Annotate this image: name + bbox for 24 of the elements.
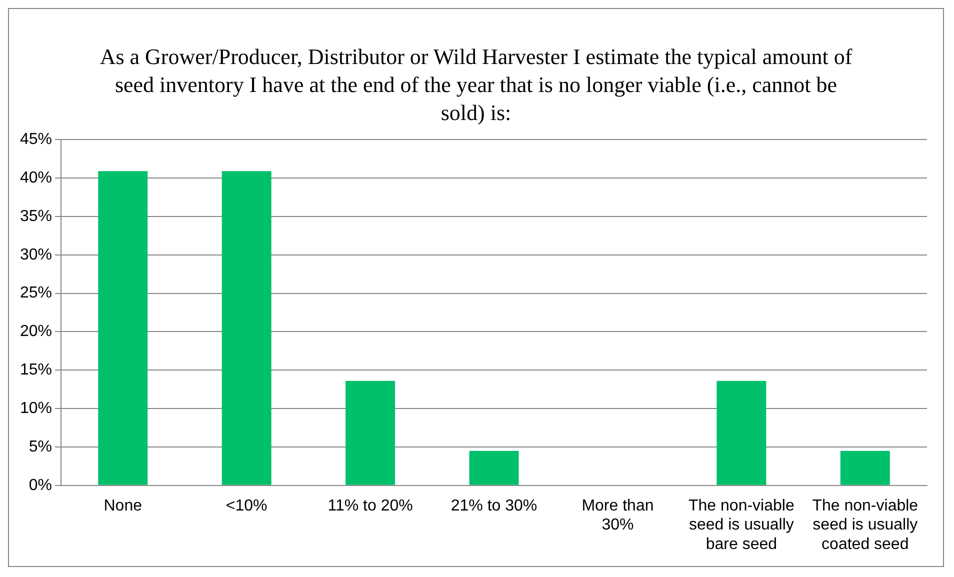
x-tick-label: 21% to 30% [450,497,538,514]
bar [840,450,890,485]
y-tick-label: 30% [20,246,52,264]
bar [469,450,519,485]
bar [716,380,766,485]
y-tick-label: 20% [20,323,52,340]
y-tick-label: 35% [20,208,52,225]
y-tick-label: 25% [20,284,52,302]
x-tick-label: <10% [226,497,268,514]
x-tick-label: None [104,497,142,514]
y-tick-label: 15% [20,362,52,379]
y-tick-label: 0% [28,476,52,494]
y-tick-label: 10% [20,400,52,417]
bar [98,171,148,485]
y-tick-label: 5% [28,438,52,456]
x-tick-label: The non-viable seed is usually bare seed [688,497,794,553]
x-tick-label: The non-viable seed is usually coated seed [812,497,918,553]
y-tick-label: 40% [20,169,52,186]
bar [346,380,396,485]
x-tick-label: More than 30% [582,497,654,534]
bar [222,171,272,485]
chart-title: As a Grower/Producer, Distributor or Wild Harvester I estimate the typical amount of seed inventory I have at the end of the year that is no longer viable (i.e., cannot be sold) is: [98,43,854,127]
y-tick-label: 45% [20,131,52,148]
x-tick-label: 11% to 20% [328,497,413,514]
